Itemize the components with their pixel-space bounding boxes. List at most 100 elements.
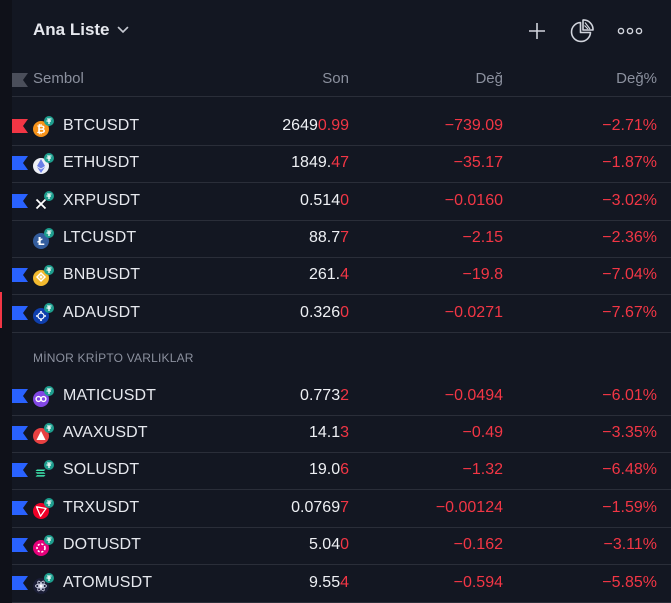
last-price: 26490.99 [282, 117, 349, 135]
change-value: −0.0494 [444, 387, 503, 404]
last-price-main: 0.0769 [291, 499, 341, 516]
column-header-change-pct[interactable]: Değ% [616, 70, 657, 87]
watchlist-row-adausdt[interactable]: ADAUSDT 0.3260 −0.0271 −7.67% [12, 295, 671, 333]
last-price-changed-digits: 4 [340, 266, 349, 283]
blue-flag-icon[interactable] [12, 463, 28, 477]
column-header-change[interactable]: Değ [475, 70, 503, 87]
last-price-changed-digits: 2 [340, 387, 349, 404]
last-price-changed-digits: 0.99 [317, 117, 349, 134]
last-price: 261.4 [309, 266, 349, 284]
watchlist-row-xrpusdt[interactable]: XRPUSDT 0.5140 −0.0160 −3.02% [12, 183, 671, 221]
watchlist-header: Ana Liste [12, 0, 671, 62]
change-percent: −3.11% [603, 536, 657, 553]
blue-flag-icon[interactable] [12, 268, 28, 282]
solana-icon [33, 460, 54, 481]
last-price: 0.5140 [300, 192, 349, 210]
advanced-view-button[interactable] [569, 18, 595, 44]
change-percent: −2.36% [602, 229, 657, 246]
symbol-name: MATICUSDT [63, 387, 157, 404]
last-price-main: 1849. [291, 154, 332, 171]
change-value: −1.32 [462, 461, 503, 478]
add-symbol-button[interactable] [524, 18, 550, 44]
watchlist-row-btcusdt[interactable]: ₿ BTCUSDT 26490.99 −739.09 −2.71% [12, 108, 671, 146]
change-percent: −3.35% [602, 424, 657, 441]
last-price-changed-digits: 7 [340, 499, 349, 516]
blue-flag-icon[interactable] [12, 538, 28, 552]
watchlist-row-bnbusdt[interactable]: BNBUSDT 261.4 −19.8 −7.04% [12, 257, 671, 295]
last-price: 19.06 [309, 461, 349, 479]
more-options-button[interactable] [617, 18, 643, 44]
change-value: −0.0271 [444, 304, 503, 321]
last-price-main: 2649 [282, 117, 318, 134]
last-price-main: 261. [308, 266, 341, 283]
watchlist-row-trxusdt[interactable]: TRXUSDT 0.07697 −0.00124 −1.59% [12, 490, 671, 528]
watchlist-row-maticusdt[interactable]: MATICUSDT 0.7732 −0.0494 −6.01% [12, 378, 671, 416]
last-price-main: 5.04 [308, 536, 341, 553]
blue-flag-icon[interactable] [12, 576, 28, 590]
watchlist-row-ltcusdt[interactable]: Ł LTCUSDT 88.77 −2.15 −2.36% [12, 220, 671, 258]
change-percent: −2.71% [602, 117, 657, 134]
symbol-name: XRPUSDT [63, 192, 141, 209]
last-price-main: 88.7 [308, 229, 341, 246]
change-percent: −6.48% [602, 461, 657, 478]
symbol-name: ADAUSDT [63, 304, 141, 321]
column-header-symbol[interactable]: Sembol [33, 70, 84, 87]
blue-flag-icon[interactable] [12, 389, 28, 403]
change-value: −0.00124 [435, 499, 503, 516]
symbol-name: ETHUSDT [63, 154, 140, 171]
blue-flag-icon[interactable] [12, 156, 28, 170]
last-price-changed-digits: 4 [340, 574, 349, 591]
red-flag-icon[interactable] [12, 119, 28, 133]
symbol-name: BTCUSDT [63, 117, 140, 134]
last-price-changed-digits: 6 [340, 461, 349, 478]
watchlist-row-avaxusdt[interactable]: AVAXUSDT 14.13 −0.49 −3.35% [12, 415, 671, 453]
active-indicator [0, 292, 2, 328]
change-percent: −5.85% [602, 574, 657, 591]
last-price-changed-digits: 0 [340, 536, 349, 553]
watchlist-row-dotusdt[interactable]: DOTUSDT 5.040 −0.162 −3.11% [12, 527, 671, 565]
blue-flag-icon[interactable] [12, 426, 28, 440]
blue-flag-icon[interactable] [12, 501, 28, 515]
symbol-name: DOTUSDT [63, 536, 142, 553]
watchlist-panel: Ana Liste Sembol Son Değ Değ% MİNOR [12, 0, 671, 603]
ethereum-icon [33, 153, 54, 174]
watchlist-row-solusdt[interactable]: SOLUSDT 19.06 −1.32 −6.48% [12, 452, 671, 490]
symbol-name: ATOMUSDT [63, 574, 153, 591]
last-price-main: 9.55 [308, 574, 341, 591]
svg-text:Ł: Ł [36, 235, 44, 248]
blue-flag-icon[interactable] [12, 194, 28, 208]
watchlist-row-ethusdt[interactable]: ETHUSDT 1849.47 −35.17 −1.87% [12, 145, 671, 183]
last-price-main: 0.773 [300, 387, 341, 404]
change-percent: −7.67% [602, 304, 657, 321]
bnb-icon [33, 265, 54, 286]
chevron-down-icon [117, 26, 128, 34]
watchlist-title: Ana Liste [33, 20, 110, 39]
watchlist-row-atomusdt[interactable]: ATOMUSDT 9.554 −0.594 −5.85% [12, 565, 671, 603]
cardano-icon [33, 303, 54, 324]
symbol-name: LTCUSDT [63, 229, 137, 246]
last-price-main: 14.1 [308, 424, 341, 441]
change-percent: −6.01% [602, 387, 657, 404]
blue-flag-icon[interactable] [12, 306, 28, 320]
plus-icon [529, 23, 545, 39]
last-price: 9.554 [309, 574, 349, 592]
watchlist-title-dropdown[interactable]: Ana Liste [33, 20, 129, 40]
last-price: 0.07697 [291, 499, 349, 517]
last-price: 0.7732 [300, 387, 349, 405]
cosmos-icon [33, 573, 54, 594]
section-header-minor[interactable]: MİNOR KRİPTO VARLIKLAR [33, 351, 194, 365]
change-percent: −1.59% [602, 499, 657, 516]
last-price-changed-digits: 3 [340, 424, 349, 441]
xrp-icon [33, 191, 54, 212]
column-header-last[interactable]: Son [322, 70, 349, 87]
change-value: −19.8 [462, 266, 503, 283]
symbol-name: AVAXUSDT [63, 424, 148, 441]
change-value: −0.594 [453, 574, 503, 591]
litecoin-icon: Ł [33, 228, 54, 249]
avalanche-icon [33, 423, 54, 444]
last-price: 88.77 [309, 229, 349, 247]
change-percent: −1.87% [602, 154, 657, 171]
bitcoin-icon: ₿ [33, 116, 54, 137]
change-value: −0.49 [462, 424, 503, 441]
symbol-name: SOLUSDT [63, 461, 140, 478]
